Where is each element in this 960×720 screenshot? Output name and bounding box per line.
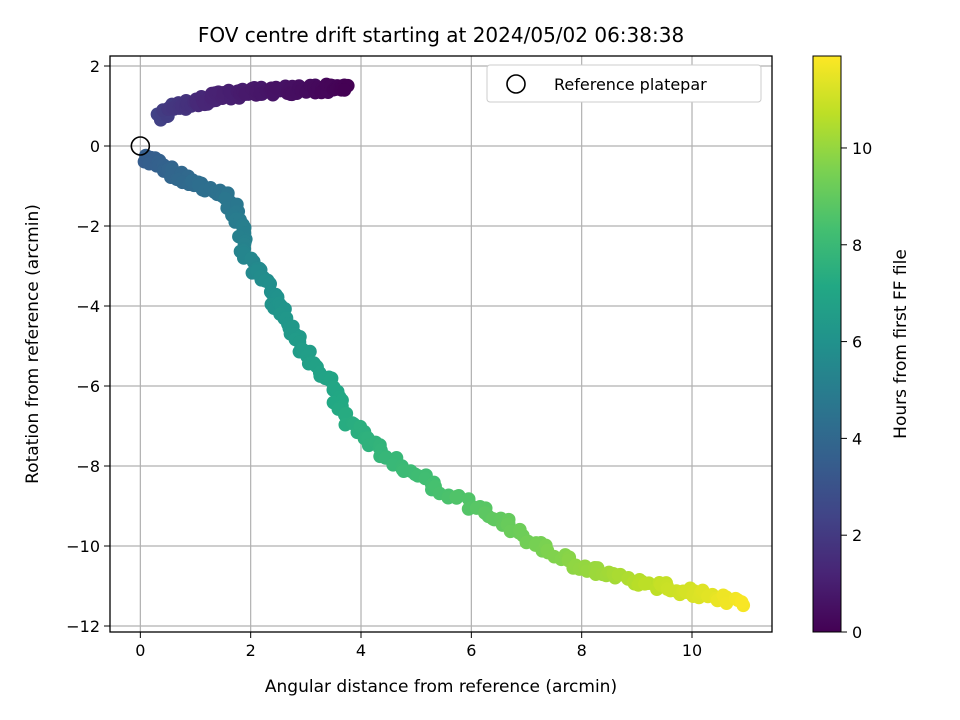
grid-lines — [110, 56, 772, 632]
colorbar-gradient — [812, 55, 842, 633]
colorbar-tick-label: 2 — [852, 526, 862, 545]
colorbar-ticks: 0 2 4 6 8 10 — [841, 139, 872, 642]
y-axis-label: Rotation from reference (arcmin) — [23, 204, 43, 484]
y-ticks: −12 −10 −8 −6 −4 −2 0 2 — [66, 57, 110, 636]
y-tick-label: −12 — [66, 617, 100, 636]
plot-frame — [109, 55, 773, 633]
y-tick-label: 2 — [90, 57, 100, 76]
x-ticks: 0 2 4 6 8 10 — [135, 632, 702, 660]
legend-box — [486, 64, 762, 103]
y-tick-label: −4 — [76, 297, 100, 316]
reference-platepar-marker — [130, 136, 151, 156]
y-tick-label: −6 — [76, 377, 100, 396]
colorbar-tick-label: 10 — [852, 139, 872, 158]
legend: Reference platepar — [486, 64, 762, 103]
scatter-points — [137, 77, 751, 613]
x-tick-label: 10 — [682, 641, 702, 660]
data-point — [734, 595, 749, 609]
y-tick-label: −10 — [66, 537, 100, 556]
y-tick-label: −8 — [76, 457, 100, 476]
colorbar-tick-label: 6 — [852, 333, 862, 352]
y-tick-label: −2 — [76, 217, 100, 236]
x-tick-label: 8 — [577, 641, 587, 660]
y-tick-label: 0 — [90, 137, 100, 156]
colorbar-label: Hours from first FF file — [891, 249, 911, 439]
x-axis-label: Angular distance from reference (arcmin) — [265, 677, 617, 697]
x-tick-label: 4 — [356, 641, 366, 660]
data-point — [449, 490, 464, 504]
chart-title: FOV centre drift starting at 2024/05/02 … — [198, 23, 684, 47]
x-tick-label: 2 — [246, 641, 256, 660]
colorbar: 0 2 4 6 8 10 Hours from first FF file — [812, 55, 911, 642]
legend-reference-label: Reference platepar — [554, 75, 707, 94]
colorbar-tick-label: 0 — [852, 623, 862, 642]
colorbar-tick-label: 8 — [852, 236, 862, 255]
x-tick-label: 0 — [135, 641, 145, 660]
x-tick-label: 6 — [466, 641, 476, 660]
data-point — [337, 83, 352, 97]
data-point — [638, 577, 652, 591]
colorbar-tick-label: 4 — [852, 429, 862, 448]
legend-reference-icon — [506, 74, 526, 94]
